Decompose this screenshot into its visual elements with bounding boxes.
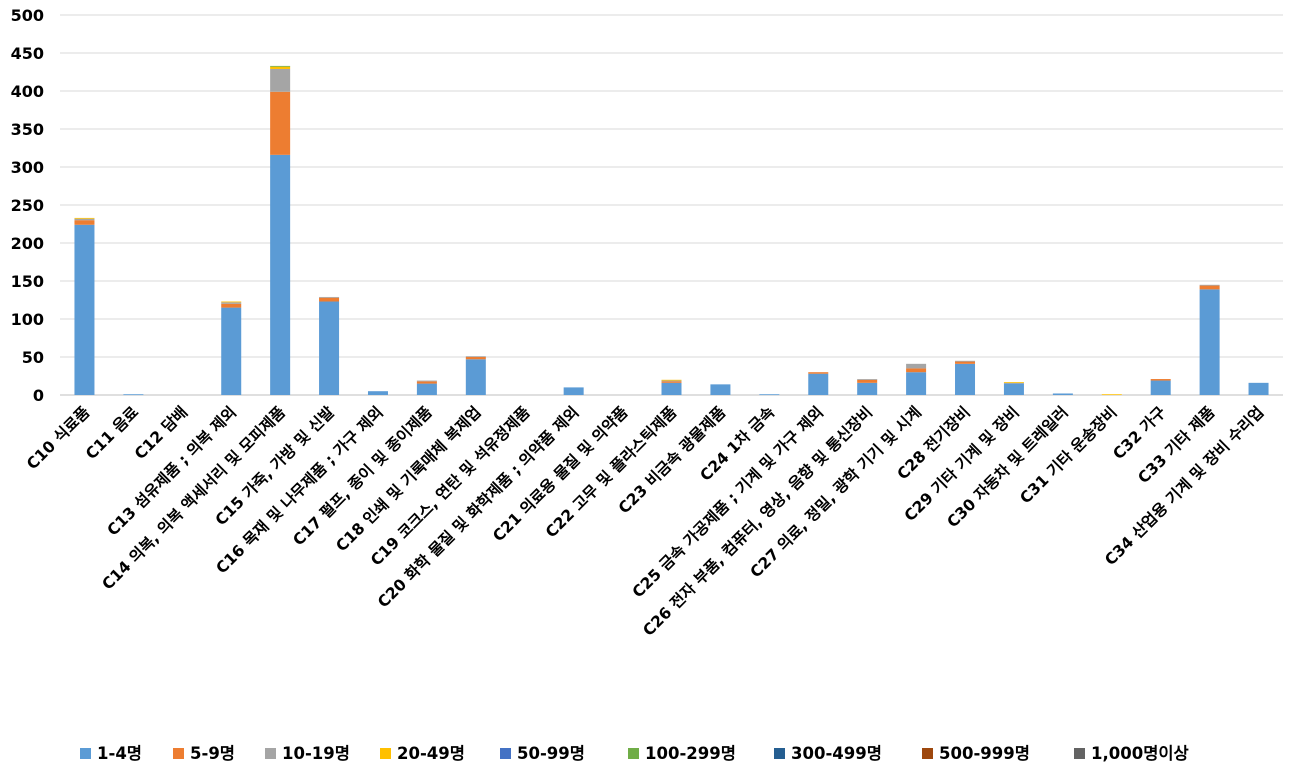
bar-segment (759, 394, 780, 396)
legend-label: 100-299명 (645, 744, 736, 763)
bar-segment (74, 220, 95, 225)
legend-label: 20-49명 (397, 744, 465, 763)
bar-segment (1199, 284, 1220, 286)
bar-segment (319, 296, 340, 298)
bar-segment (1150, 380, 1171, 395)
bar-segment (857, 379, 878, 380)
bar-segment (465, 357, 486, 360)
bar-segment (906, 372, 927, 395)
legend-label: 5-9명 (190, 744, 235, 763)
legend-label: 50-99명 (517, 744, 585, 763)
bars (74, 65, 1269, 396)
bar-segment (270, 65, 291, 67)
bar-segment (1199, 289, 1220, 395)
x-tick-label: C27 의료, 정밀, 광학 기기 및 시계 (746, 402, 925, 581)
legend: 1-4명 5-9명 10-19명 20-49명 50-99명 100-299명 300-49… (80, 744, 1189, 763)
bar-segment (955, 360, 976, 362)
legend-swatch (774, 748, 785, 759)
bar-segment (74, 218, 95, 221)
bar-segment (74, 217, 95, 219)
legend-swatch (1074, 748, 1085, 759)
bar-segment (857, 382, 878, 395)
bar-segment (906, 363, 927, 369)
bar-segment (221, 302, 242, 304)
bar-segment (465, 356, 486, 358)
bar-segment (857, 379, 878, 383)
bar-segment (270, 154, 291, 395)
legend-label: 300-499명 (791, 744, 882, 763)
y-axis: 0 50 100 150 200 250 300 350 400 450 500 (11, 6, 44, 405)
bar-segment (1003, 382, 1024, 384)
bar-segment (1150, 379, 1171, 381)
legend-label: 500-999명 (939, 744, 1030, 763)
y-tick-label: 400 (11, 82, 44, 101)
bar-segment (123, 394, 144, 396)
bar-segment (710, 384, 731, 395)
y-tick-label: 200 (11, 234, 44, 253)
bar-segment (1101, 394, 1122, 396)
x-tick-label: C10 식료품 (23, 403, 93, 473)
bar-segment (1199, 285, 1220, 290)
y-tick-label: 500 (11, 6, 44, 25)
bar-segment (221, 303, 242, 308)
bar-segment (661, 380, 682, 382)
bar-segment (416, 381, 437, 384)
y-tick-label: 450 (11, 44, 44, 63)
bar-segment (221, 307, 242, 395)
bar-segment (661, 382, 682, 395)
legend-label: 1-4명 (97, 744, 142, 763)
gridlines (60, 14, 1283, 396)
bar-segment (955, 363, 976, 395)
bar-segment (367, 391, 388, 395)
legend-swatch (500, 748, 511, 759)
bar-segment (416, 383, 437, 395)
y-tick-label: 350 (11, 120, 44, 139)
bar-segment (563, 387, 584, 395)
legend-label: 10-19명 (282, 744, 350, 763)
x-tick-label: C26 전자 부품, 컴퓨터, 영상, 음향 및 통신장비 (639, 402, 876, 639)
y-tick-label: 150 (11, 272, 44, 291)
bar-segment (319, 301, 340, 395)
y-tick-label: 50 (22, 348, 44, 367)
bar-segment (661, 381, 682, 383)
bar-segment (808, 373, 829, 395)
y-tick-label: 100 (11, 310, 44, 329)
legend-swatch (265, 748, 276, 759)
bar-segment (221, 301, 242, 303)
bar-segment (270, 91, 291, 155)
legend-swatch (80, 748, 91, 759)
bar-segment (270, 66, 291, 69)
y-tick-label: 250 (11, 196, 44, 215)
bar-segment (1052, 393, 1073, 395)
bar-segment (1003, 382, 1024, 383)
bar-segment (661, 379, 682, 381)
bar-segment (319, 297, 340, 302)
bar-segment (416, 380, 437, 382)
legend-swatch (922, 748, 933, 759)
y-tick-label: 0 (33, 386, 44, 405)
legend-swatch (380, 748, 391, 759)
bar-segment (808, 372, 829, 374)
legend-swatch (628, 748, 639, 759)
bar-segment (906, 368, 927, 373)
y-tick-label: 300 (11, 158, 44, 177)
legend-swatch (173, 748, 184, 759)
bar-segment (270, 68, 291, 92)
bar-segment (955, 361, 976, 364)
x-tick-label: C11 음료 (82, 403, 142, 463)
bar-segment (465, 359, 486, 395)
legend-label: 1,000명이상 (1091, 744, 1189, 763)
bar-segment (74, 224, 95, 395)
bar-segment (1248, 382, 1269, 395)
bar-segment (1003, 383, 1024, 395)
